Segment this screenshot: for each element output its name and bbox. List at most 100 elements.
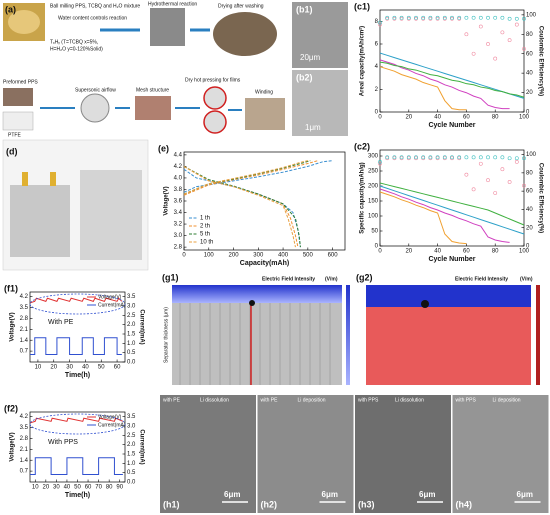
step-text: Mesh structure bbox=[136, 87, 169, 93]
y-tick-label: 3.2 bbox=[174, 222, 183, 228]
point bbox=[378, 20, 382, 25]
legend-label: 1 th bbox=[200, 216, 210, 222]
y-tick-label: 0 bbox=[375, 110, 379, 116]
x-axis-label: Capacity(mAh) bbox=[240, 260, 289, 267]
series-line bbox=[183, 165, 296, 248]
tab bbox=[22, 172, 28, 186]
x-axis-label: Time(h) bbox=[65, 372, 90, 379]
y-tick-label: 2.1 bbox=[20, 327, 29, 333]
y-tick-label: 0.7 bbox=[20, 469, 29, 475]
x-tick-label: 400 bbox=[278, 253, 289, 259]
color-bar bbox=[536, 285, 540, 385]
point bbox=[471, 15, 476, 20]
y-tick-label: 2 bbox=[375, 87, 379, 93]
x-tick-label: 80 bbox=[492, 249, 499, 255]
series-line bbox=[183, 160, 318, 196]
photo-mesh bbox=[135, 96, 171, 120]
y2-tick-label: 1.5 bbox=[127, 332, 136, 338]
plot-frame bbox=[379, 149, 525, 247]
point bbox=[450, 155, 454, 160]
y2-axis-label: Current(mA) bbox=[138, 429, 144, 464]
y-axis-label: Areal capacity(mAh/cm²) bbox=[359, 26, 366, 96]
step-text: Dry hot pressing for films bbox=[185, 77, 241, 83]
y-tick-label: 0.7 bbox=[20, 349, 29, 355]
point bbox=[514, 159, 519, 164]
x-tick-label: 20 bbox=[405, 249, 412, 255]
legend-label: 5 th bbox=[200, 232, 210, 238]
x-tick-label: 50 bbox=[98, 365, 105, 371]
series-line bbox=[379, 66, 467, 111]
point bbox=[464, 15, 469, 20]
point bbox=[471, 155, 476, 160]
point bbox=[514, 16, 519, 21]
y-tick-label: 300 bbox=[368, 154, 379, 160]
y-tick-label: 3.6 bbox=[174, 199, 183, 205]
plot-frame bbox=[29, 291, 126, 363]
field-map-top bbox=[366, 285, 531, 307]
point bbox=[378, 22, 382, 27]
point bbox=[378, 161, 382, 166]
y2-tick-label: 1.5 bbox=[127, 452, 136, 458]
point bbox=[435, 155, 440, 160]
point bbox=[478, 161, 483, 166]
y-tick-label: 50 bbox=[371, 229, 378, 235]
point bbox=[392, 15, 397, 20]
panel-label: (c1) bbox=[354, 1, 370, 11]
y2-tick-label: 0 bbox=[526, 244, 530, 250]
photo-reactor bbox=[150, 8, 185, 46]
point bbox=[478, 24, 483, 29]
series-line bbox=[183, 160, 333, 193]
y-tick-label: 100 bbox=[368, 214, 379, 220]
panel-label: (g2) bbox=[356, 272, 373, 282]
x-tick-label: 60 bbox=[463, 249, 470, 255]
y-tick-label: 8 bbox=[375, 19, 379, 25]
x-tick-label: 60 bbox=[463, 115, 470, 121]
sem-image bbox=[452, 395, 549, 513]
y-tick-label: 2.8 bbox=[20, 316, 29, 322]
step-text: Ball milling PPS, TCBQ and H₂O mixture bbox=[50, 3, 140, 9]
y2-tick-label: 0.0 bbox=[127, 360, 136, 366]
y2-tick-label: 0.5 bbox=[127, 350, 136, 356]
y2-tick-label: 80 bbox=[526, 170, 533, 176]
point bbox=[478, 15, 483, 20]
process-label: Li dissolution bbox=[200, 397, 229, 403]
x-tick-label: 60 bbox=[85, 485, 92, 491]
series-line bbox=[183, 165, 301, 248]
y2-tick-label: 100 bbox=[526, 12, 537, 18]
y2-tick-label: 3.0 bbox=[127, 424, 136, 430]
photo-ptfe bbox=[2, 111, 34, 131]
y-tick-label: 6 bbox=[375, 42, 379, 48]
y-tick-label: 3.5 bbox=[20, 305, 29, 311]
scale-bar-label: 6μm bbox=[517, 490, 533, 499]
x-tick-label: 600 bbox=[328, 253, 339, 259]
x-tick-label: 70 bbox=[95, 485, 102, 491]
panel-label: (h1) bbox=[163, 499, 180, 509]
legend-label: Current(mA) bbox=[98, 422, 126, 428]
x-tick-label: 100 bbox=[204, 253, 215, 259]
panel-label: (h2) bbox=[261, 499, 278, 509]
y2-tick-label: 60 bbox=[526, 189, 533, 195]
point bbox=[507, 180, 512, 184]
legend-label: 10 th bbox=[200, 240, 213, 246]
point bbox=[507, 38, 512, 43]
sem-image bbox=[160, 395, 256, 513]
y2-tick-label: 40 bbox=[526, 71, 533, 77]
point bbox=[500, 15, 505, 20]
point bbox=[486, 178, 490, 183]
y-tick-label: 200 bbox=[368, 184, 379, 190]
sample-label: with PE bbox=[261, 397, 279, 403]
y-tick-label: 3.4 bbox=[174, 210, 183, 216]
point bbox=[414, 15, 418, 20]
dendrite bbox=[249, 300, 255, 306]
x-axis-label: Cycle Number bbox=[428, 256, 475, 263]
panel-label: (e) bbox=[158, 143, 169, 153]
point bbox=[464, 155, 469, 160]
y2-tick-label: 1.0 bbox=[127, 341, 136, 347]
point bbox=[493, 15, 498, 20]
panel-a: (a) Ball milling PPS, TCBQ and H₂O mixtu… bbox=[2, 1, 285, 138]
x-tick-label: 20 bbox=[50, 365, 57, 371]
y2-tick-label: 20 bbox=[526, 90, 533, 96]
panel-label: (a) bbox=[5, 4, 16, 14]
scale-bar-label: 1μm bbox=[305, 123, 321, 132]
step-text: Supersonic airflow bbox=[75, 87, 116, 93]
